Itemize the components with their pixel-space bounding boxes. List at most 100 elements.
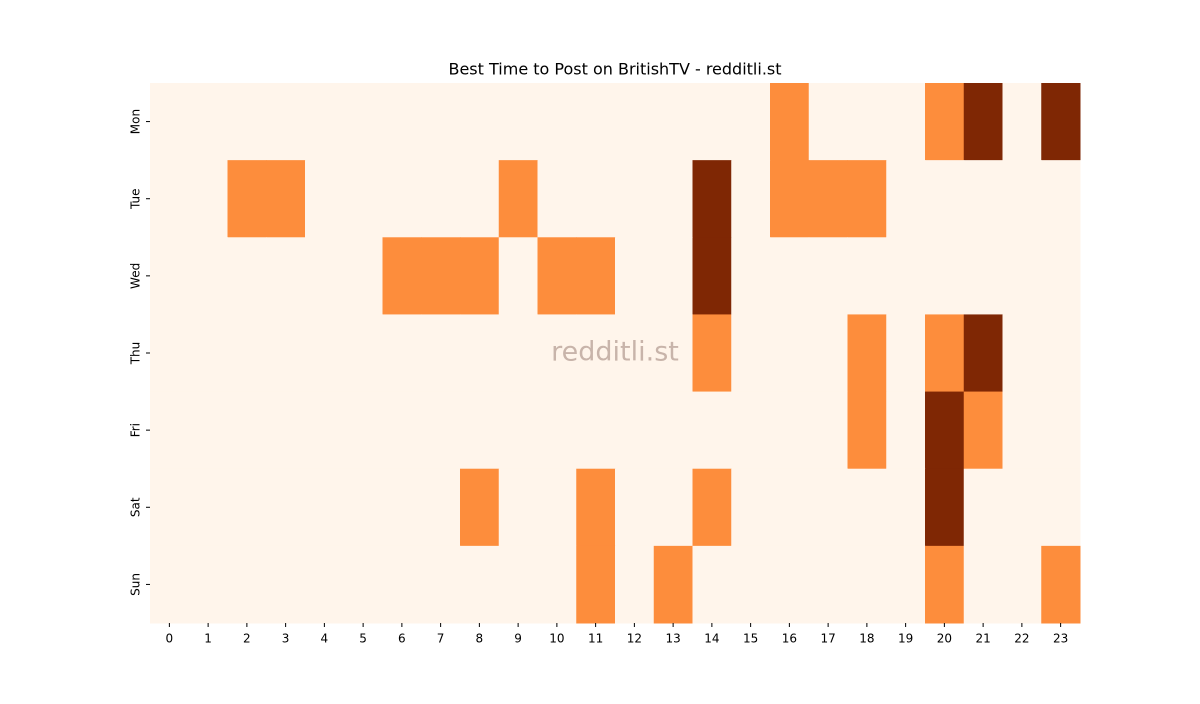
cell (305, 314, 345, 393)
cell (1041, 160, 1081, 238)
cell (188, 237, 228, 315)
cell (770, 391, 810, 470)
cell (498, 468, 538, 547)
cell (498, 83, 538, 161)
x-tick-label: 16 (782, 632, 797, 646)
cell (266, 83, 306, 161)
x-tick-label: 7 (437, 632, 445, 646)
cell (1002, 545, 1042, 624)
cell (963, 391, 1003, 470)
x-tick-label: 22 (1014, 632, 1029, 646)
cell (343, 468, 383, 547)
cell (963, 160, 1003, 238)
cell (150, 391, 190, 470)
cell (421, 314, 461, 393)
y-tick-label: Tue (129, 188, 143, 210)
x-tick-label: 2 (243, 632, 251, 646)
cell (537, 468, 577, 547)
cell (421, 468, 461, 547)
cell (1041, 468, 1081, 547)
y-tick-label: Sat (129, 497, 143, 517)
cell (460, 160, 500, 238)
cell (150, 314, 190, 393)
cell (847, 314, 887, 393)
cell (227, 160, 267, 238)
cell (1041, 237, 1081, 315)
cell (653, 160, 693, 238)
cell (421, 545, 461, 624)
cell (343, 237, 383, 315)
cell (770, 545, 810, 624)
cell (808, 83, 848, 161)
cell (653, 468, 693, 547)
cell (847, 391, 887, 470)
cell (382, 83, 422, 161)
cell (847, 83, 887, 161)
cell (498, 314, 538, 393)
cell (808, 468, 848, 547)
cell (963, 314, 1003, 393)
cell (227, 314, 267, 393)
cell (847, 237, 887, 315)
cell (886, 468, 926, 547)
x-tick-label: 8 (476, 632, 484, 646)
cell (576, 160, 616, 238)
cell (266, 237, 306, 315)
chart-title: Best Time to Post on BritishTV - redditl… (448, 60, 781, 79)
cell (1002, 83, 1042, 161)
cell (653, 391, 693, 470)
cell (382, 237, 422, 315)
cell (808, 237, 848, 315)
x-tick-label: 19 (898, 632, 913, 646)
cell (1041, 314, 1081, 393)
cell (731, 160, 771, 238)
cell (925, 468, 965, 547)
cell (731, 237, 771, 315)
cell (305, 391, 345, 470)
cell (847, 468, 887, 547)
cell (770, 468, 810, 547)
y-tick-label: Thu (129, 342, 143, 366)
cell (692, 468, 732, 547)
cell (615, 468, 655, 547)
cell (1041, 83, 1081, 161)
cell (731, 314, 771, 393)
cell (227, 391, 267, 470)
cell (886, 545, 926, 624)
cell (343, 314, 383, 393)
cell (653, 314, 693, 393)
cell (537, 314, 577, 393)
cell (886, 314, 926, 393)
cell (731, 83, 771, 161)
cell (963, 83, 1003, 161)
cell (421, 391, 461, 470)
cell (150, 237, 190, 315)
cell (653, 545, 693, 624)
cell (963, 545, 1003, 624)
cell (1002, 237, 1042, 315)
cell (188, 314, 228, 393)
heatmap (150, 83, 1081, 624)
cell (537, 237, 577, 315)
cell (266, 468, 306, 547)
cell (1002, 391, 1042, 470)
cell (692, 160, 732, 238)
cell (770, 160, 810, 238)
cell (227, 83, 267, 161)
cell (188, 468, 228, 547)
cell (537, 391, 577, 470)
cell (150, 83, 190, 161)
cell (653, 237, 693, 315)
cell (498, 391, 538, 470)
cell (421, 237, 461, 315)
cell (615, 160, 655, 238)
cell (770, 237, 810, 315)
cell (692, 545, 732, 624)
cell (770, 314, 810, 393)
x-tick-label: 20 (937, 632, 952, 646)
cell (382, 391, 422, 470)
cell (808, 391, 848, 470)
cell (886, 391, 926, 470)
cell (305, 237, 345, 315)
cell (847, 545, 887, 624)
